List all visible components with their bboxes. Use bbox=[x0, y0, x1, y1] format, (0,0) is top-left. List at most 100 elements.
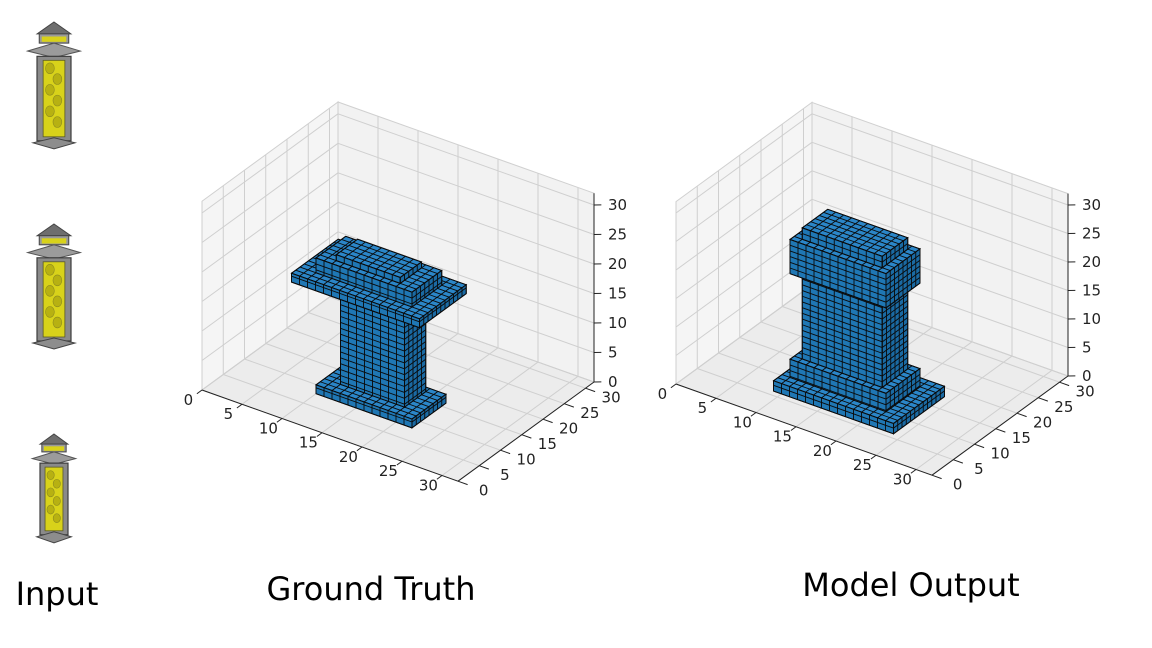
z-tick-label: 30 bbox=[1082, 196, 1101, 214]
lantern-brim bbox=[30, 451, 78, 465]
voxel-grid bbox=[419, 284, 467, 329]
y-tick-label: 25 bbox=[1054, 398, 1073, 416]
x-tick-label: 5 bbox=[224, 405, 234, 423]
z-tick-label: 25 bbox=[1082, 225, 1101, 243]
grid-line bbox=[337, 172, 595, 265]
lantern-glass-spot bbox=[52, 94, 63, 107]
z-tick-label: 25 bbox=[608, 226, 627, 244]
axis-line bbox=[457, 381, 595, 482]
grid-line bbox=[675, 113, 813, 214]
lantern-glass-spot bbox=[52, 116, 63, 128]
y-tick-label: 5 bbox=[500, 466, 510, 484]
voxel-grid bbox=[893, 386, 945, 435]
model-output-caption: Model Output bbox=[802, 566, 1019, 604]
z-tick-label: 5 bbox=[1082, 339, 1092, 357]
voxel-grid bbox=[789, 358, 887, 412]
z-tick-label: 0 bbox=[608, 373, 618, 391]
lantern-glass-spot bbox=[52, 513, 61, 523]
z-tick-label: 15 bbox=[608, 285, 627, 303]
y-tick-label: 15 bbox=[538, 435, 557, 453]
x-tick-label: 25 bbox=[853, 456, 872, 474]
grid-line bbox=[337, 201, 595, 294]
grid-line bbox=[201, 290, 339, 391]
lantern-glass-spot bbox=[52, 316, 63, 329]
ground-truth-caption: Ground Truth bbox=[267, 570, 476, 608]
z-tick-label: 20 bbox=[608, 255, 627, 273]
y-tick-mark bbox=[974, 443, 985, 449]
voxel-grid bbox=[881, 237, 909, 269]
grid-line bbox=[697, 368, 954, 461]
voxel-object bbox=[772, 208, 946, 435]
y-tick-mark bbox=[585, 387, 596, 393]
axis-line bbox=[931, 375, 1069, 476]
lantern-glass-spot bbox=[45, 84, 55, 96]
y-tick-label: 0 bbox=[479, 481, 489, 499]
lantern-glass-spot bbox=[46, 470, 55, 480]
grid-line bbox=[675, 227, 813, 328]
lantern-glass-spot bbox=[45, 285, 55, 297]
z-tick-label: 5 bbox=[608, 344, 618, 362]
y-tick-label: 30 bbox=[1076, 382, 1095, 400]
y-tick-label: 30 bbox=[602, 388, 621, 406]
y-tick-mark bbox=[1016, 412, 1027, 418]
axis-line bbox=[201, 389, 459, 482]
x-tick-mark bbox=[316, 432, 323, 437]
x-tick-mark bbox=[750, 412, 757, 417]
lantern-base bbox=[30, 337, 78, 350]
y-tick-mark bbox=[542, 418, 553, 424]
axis-line bbox=[675, 383, 933, 476]
lantern-glass-spot bbox=[45, 105, 55, 118]
y-tick-mark bbox=[931, 474, 942, 480]
x-tick-mark bbox=[910, 469, 917, 474]
lantern-glass-spot bbox=[52, 478, 61, 489]
z-tick-label: 10 bbox=[608, 314, 627, 332]
x-tick-mark bbox=[236, 403, 243, 409]
grid-line bbox=[811, 141, 1069, 234]
y-tick-mark bbox=[500, 449, 511, 455]
y-tick-label: 0 bbox=[953, 475, 963, 493]
lantern-glass-spot bbox=[45, 264, 55, 276]
grid-line bbox=[201, 172, 339, 273]
lantern-view-side bbox=[25, 223, 83, 350]
x-tick-mark bbox=[710, 397, 717, 403]
x-tick-label: 0 bbox=[184, 391, 194, 409]
x-tick-mark bbox=[276, 418, 283, 423]
x-tick-label: 5 bbox=[698, 399, 708, 417]
grid-line bbox=[441, 375, 579, 476]
lantern-brim bbox=[25, 42, 83, 59]
lantern-roof-shape bbox=[38, 433, 70, 445]
lantern-glass-spot bbox=[46, 487, 55, 498]
grid-line bbox=[811, 198, 1069, 291]
x-tick-mark bbox=[670, 383, 677, 389]
x-tick-label: 10 bbox=[259, 419, 278, 437]
x-tick-mark bbox=[870, 454, 877, 460]
x-tick-label: 10 bbox=[733, 413, 752, 431]
x-tick-label: 30 bbox=[893, 470, 912, 488]
x-tick-label: 20 bbox=[339, 448, 358, 466]
grid-line bbox=[915, 369, 1053, 470]
y-tick-mark bbox=[1059, 381, 1070, 387]
y-tick-label: 20 bbox=[1033, 413, 1052, 431]
z-tick-label: 15 bbox=[1082, 282, 1101, 300]
y-tick-mark bbox=[953, 459, 964, 464]
lantern-top-light bbox=[41, 238, 67, 244]
grid-line bbox=[201, 201, 339, 302]
voxel-grid bbox=[801, 273, 883, 388]
x-tick-mark bbox=[356, 446, 363, 452]
lantern-base bbox=[30, 137, 78, 150]
grid-line bbox=[401, 361, 539, 462]
y-tick-mark bbox=[479, 465, 490, 470]
lantern-glass-spot bbox=[45, 306, 55, 318]
grid-line bbox=[337, 142, 595, 235]
x-tick-label: 20 bbox=[813, 442, 832, 460]
lantern-view-low bbox=[30, 433, 78, 544]
x-tick-label: 30 bbox=[419, 476, 438, 494]
lantern-top-light bbox=[43, 446, 65, 451]
voxel-grid bbox=[335, 254, 401, 284]
x-tick-mark bbox=[196, 389, 203, 395]
input-views bbox=[25, 21, 83, 544]
z-tick-label: 30 bbox=[608, 196, 627, 214]
